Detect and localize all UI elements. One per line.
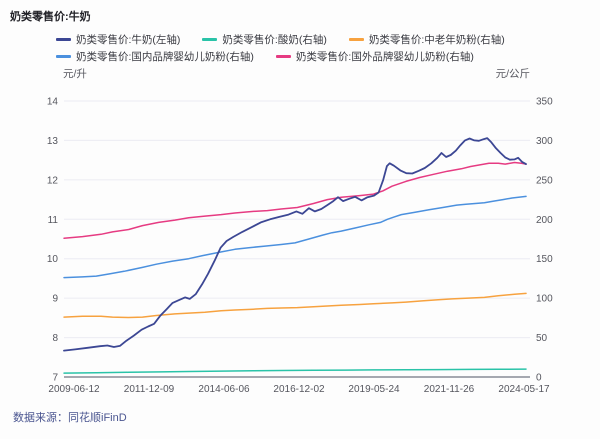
x-axis-tick: 2019-05-24: [348, 384, 400, 395]
left-axis-tick: 14: [47, 97, 59, 108]
series-line-0: [63, 137, 527, 352]
right-axis-tick: 100: [536, 294, 553, 305]
legend-label: 奶类零售价:国外品牌婴幼儿奶粉(右轴): [295, 51, 474, 63]
left-axis-tick: 10: [47, 254, 59, 265]
right-axis-tick: 350: [536, 97, 553, 108]
x-axis-tick: 2009-06-12: [48, 384, 100, 395]
x-axis-tick: 2014-06-06: [198, 384, 250, 395]
x-axis-tick: 2016-12-02: [273, 384, 325, 395]
legend-label: 奶类零售价:国内品牌婴幼儿奶粉(右轴): [76, 51, 254, 63]
legend-item[interactable]: 奶类零售价:国内品牌婴幼儿奶粉(右轴): [56, 49, 254, 64]
right-axis-unit-label: 元/公斤: [495, 68, 530, 80]
right-axis-tick: 0: [536, 373, 542, 384]
right-axis-tick: 50: [536, 333, 548, 344]
right-axis-tick: 300: [536, 136, 553, 147]
x-axis-tick: 2011-12-09: [124, 384, 175, 395]
legend-dash-icon: [56, 38, 71, 41]
data-source: 数据来源：同花顺iFinD: [13, 412, 127, 424]
legend-dash-icon: [202, 38, 218, 41]
series-line-1: [63, 368, 527, 374]
legend-item[interactable]: 奶类零售价:牛奶(左轴): [56, 32, 180, 47]
series-line-2: [63, 292, 527, 319]
legend-row: 奶类零售价:国内品牌婴幼儿奶粉(右轴) 奶类零售价:国外品牌婴幼儿奶粉(右轴): [56, 48, 556, 65]
left-axis-tick: 8: [52, 333, 58, 344]
legend-row: 奶类零售价:牛奶(左轴) 奶类零售价:酸奶(右轴) 奶类零售价:中老年奶粉(右轴): [56, 31, 556, 48]
x-axis-tick: 2024-05-17: [498, 384, 550, 395]
legend-item[interactable]: 奶类零售价:酸奶(右轴): [202, 32, 327, 47]
right-axis-tick: 250: [536, 175, 553, 186]
legend-dash-icon: [56, 55, 71, 58]
legend-label: 奶类零售价:酸奶(右轴): [222, 34, 327, 46]
left-axis-tick: 9: [52, 294, 58, 305]
left-axis-tick: 11: [48, 215, 59, 226]
series-line-4: [63, 161, 527, 239]
chart-title: 奶类零售价:牛奶: [10, 11, 91, 23]
legend-item[interactable]: 奶类零售价:中老年奶粉(右轴): [348, 32, 505, 47]
left-axis-unit-label: 元/升: [63, 68, 87, 80]
left-axis-tick: 13: [47, 136, 59, 147]
legend-dash-icon: [275, 55, 291, 58]
line-chart: 14 13 12 11 10 9 8 7 350 300 250 200 150 100 50 0 2009-0…: [47, 97, 553, 396]
legend: 奶类零售价:牛奶(左轴) 奶类零售价:酸奶(右轴) 奶类零售价:中老年奶粉(右轴) 奶…: [56, 31, 556, 65]
right-axis-tick: 150: [536, 254, 553, 265]
left-axis-tick: 12: [47, 175, 59, 186]
legend-label: 奶类零售价:中老年奶粉(右轴): [368, 34, 505, 46]
legend-label: 奶类零售价:牛奶(左轴): [76, 34, 181, 46]
series-line-3: [63, 195, 527, 279]
left-axis-tick: 7: [52, 373, 58, 384]
right-axis-tick: 200: [536, 215, 553, 226]
legend-dash-icon: [348, 38, 364, 41]
x-axis-tick: 2021-11-26: [424, 384, 475, 395]
legend-item[interactable]: 奶类零售价:国外品牌婴幼儿奶粉(右轴): [275, 49, 474, 64]
